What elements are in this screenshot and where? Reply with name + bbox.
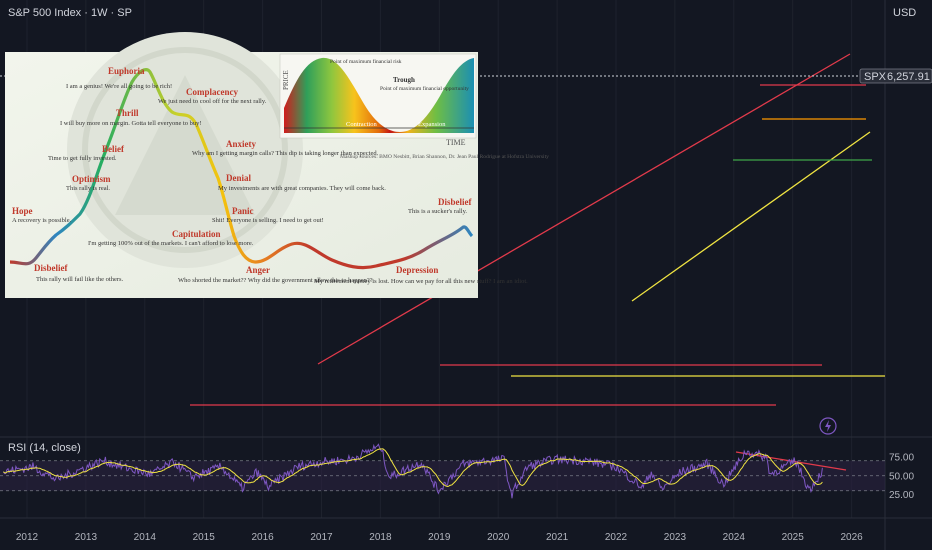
time-tick-label: 2023: [664, 532, 687, 543]
time-tick-label: 2016: [251, 532, 274, 543]
rsi-ma-line[interactable]: [3, 448, 823, 488]
time-tick-label: 2018: [369, 532, 392, 543]
cycle-peak-note: Point of maximum financial risk: [330, 58, 402, 65]
psychology-inset: Disbelief This rally will fail like the …: [5, 32, 549, 298]
stage-disbelief-1: Disbelief: [34, 263, 68, 273]
stage-thrill-note: I will buy more on margin. Gotta tell ev…: [60, 120, 202, 127]
stage-complacency-note: We just need to cool off for the next ra…: [158, 98, 267, 105]
stage-capitulation-note: I'm getting 100% out of the markets. I c…: [88, 240, 254, 247]
price-tag-symbol: SPX: [864, 71, 887, 83]
rsi-tick-label: 75.00: [889, 453, 914, 464]
bolt-icon[interactable]: [819, 417, 837, 435]
stage-anxiety: Anxiety: [226, 139, 256, 149]
time-tick-label: 2024: [723, 532, 746, 543]
stage-anxiety-note: Why am I getting margin calls? This dip …: [192, 150, 379, 157]
inset-stage-labels: Disbelief This rally will fail like the …: [12, 66, 528, 285]
time-tick-label: 2022: [605, 532, 628, 543]
time-tick-label: 2014: [134, 532, 157, 543]
time-tick-label: 2026: [840, 532, 863, 543]
stage-panic: Panic: [232, 206, 254, 216]
time-tick-label: 2013: [75, 532, 98, 543]
time-tick-label: 2025: [782, 532, 805, 543]
stage-depression-note: My retirement money is lost. How can we …: [314, 278, 528, 285]
stage-euphoria: Euphoria: [108, 66, 145, 76]
rsi-title[interactable]: RSI (14, close): [8, 442, 81, 454]
cycle-trough-note: Point of maximum financial opportunity: [380, 85, 469, 92]
stage-denial: Denial: [226, 173, 252, 183]
stage-complacency: Complacency: [186, 87, 238, 97]
stage-optimism: Optimism: [72, 174, 111, 184]
cycle-time-label: TIME: [446, 138, 466, 147]
stage-optimism-note: This rally is real.: [66, 185, 110, 192]
cycle-area: [284, 57, 474, 134]
time-axis: 2012 2013 2014 2015 2016 2017 2018 2019 2020 2021…: [16, 532, 863, 543]
inset-cycle-diagram: Point of maximum financial risk Trough P…: [279, 53, 477, 147]
stage-capitulation: Capitulation: [172, 229, 221, 239]
inset-credits: Mashup sources: BMO Nesbitt, Brian Shann…: [340, 153, 549, 160]
stage-disbelief-2-note: This is a sucker's rally.: [408, 208, 467, 215]
rsi-tick-label: 50.00: [889, 471, 914, 482]
rsi-series[interactable]: [2, 443, 823, 499]
rsi-band: [0, 460, 885, 492]
price-tag-box: [859, 68, 932, 84]
time-tick-label: 2015: [193, 532, 216, 543]
time-tick-label: 2012: [16, 532, 39, 543]
stage-euphoria-note: I am a genius! We're all going to be ric…: [66, 83, 172, 90]
cycle-contraction: Contraction: [346, 121, 377, 128]
last-price-tag: SPX 6,257.91: [859, 68, 932, 84]
cycle-price-label: PRICE: [282, 70, 290, 90]
symbol-title[interactable]: S&P 500 Index · 1W · SP: [8, 7, 132, 19]
rsi-tick-label: 25.00: [889, 490, 914, 501]
stage-anger-note: Who shorted the market?? Why did the gov…: [178, 277, 373, 284]
channel-upper-red-line[interactable]: [317, 53, 851, 365]
time-tick-label: 2020: [487, 532, 510, 543]
stage-disbelief-1-note: This rally will fail like the others.: [36, 276, 124, 283]
time-tick-label: 2019: [428, 532, 451, 543]
time-tick-label: 2017: [310, 532, 333, 543]
cycle-trough-title: Trough: [393, 76, 415, 84]
stage-hope: Hope: [12, 206, 33, 216]
stage-disbelief-2: Disbelief: [438, 197, 472, 207]
currency-label[interactable]: USD: [893, 7, 916, 19]
stage-belief: Belief: [102, 144, 125, 154]
inset-emotion-curve: [9, 68, 474, 270]
stage-anger: Anger: [246, 265, 270, 275]
cycle-expansion: Expansion: [418, 121, 446, 128]
rsi-axis: 75.00 50.00 25.00: [889, 453, 914, 502]
time-tick-label: 2021: [546, 532, 569, 543]
stage-belief-note: Time to get fully invested.: [48, 155, 117, 162]
stage-depression: Depression: [396, 265, 438, 275]
price-tag-value: 6,257.91: [887, 71, 930, 83]
stage-hope-note: A recovery is possible.: [12, 217, 72, 224]
stage-thrill: Thrill: [116, 108, 139, 118]
stage-denial-note: My investments are with great companies.…: [218, 185, 386, 192]
stage-panic-note: Shit! Everyone is selling. I need to get…: [212, 217, 324, 224]
